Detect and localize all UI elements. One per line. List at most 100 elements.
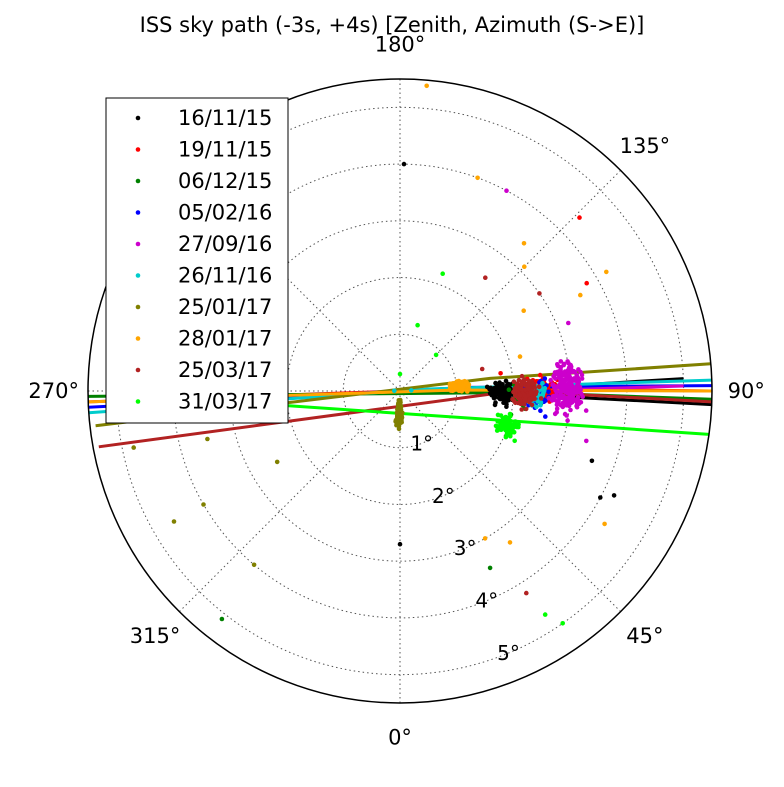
legend-marker — [135, 210, 141, 215]
data-point — [219, 616, 225, 622]
data-point — [484, 384, 490, 390]
angular-gridline — [399, 170, 621, 392]
legend-label: 25/01/17 — [178, 295, 272, 319]
data-point — [537, 372, 543, 378]
radial-tick-label: 5° — [497, 641, 520, 665]
chart-title: ISS sky path (-3s, +4s) [Zenith, Azimuth… — [140, 13, 645, 37]
data-point — [561, 361, 567, 367]
data-point — [519, 407, 524, 412]
data-point — [604, 269, 609, 275]
data-point — [503, 428, 508, 433]
data-point — [500, 417, 506, 423]
data-point — [274, 459, 280, 465]
data-point — [131, 445, 136, 450]
data-point — [516, 377, 522, 383]
data-point — [397, 371, 403, 377]
data-point — [524, 590, 529, 596]
data-point — [516, 400, 521, 406]
data-point — [537, 291, 542, 296]
data-point — [515, 384, 520, 390]
legend-marker — [135, 399, 141, 404]
data-point — [500, 422, 506, 428]
data-point — [566, 390, 571, 396]
radial-tick-label: 2° — [432, 484, 455, 508]
data-point — [551, 393, 557, 399]
data-point — [504, 188, 509, 193]
data-point — [483, 275, 488, 281]
data-point — [566, 385, 571, 391]
data-point — [551, 373, 557, 378]
data-point — [598, 495, 603, 500]
series-points-group — [504, 188, 589, 444]
data-point — [452, 384, 458, 389]
data-point — [401, 161, 407, 167]
data-point — [564, 413, 569, 418]
series-points-group — [397, 271, 565, 626]
radial-tick-label: 3° — [454, 536, 477, 560]
data-point — [510, 397, 515, 402]
angular-tick-label: 270° — [28, 379, 79, 403]
data-point — [507, 411, 513, 417]
data-point — [568, 366, 574, 372]
data-point — [205, 436, 210, 442]
data-point — [518, 392, 523, 398]
data-point — [527, 399, 532, 405]
data-point — [498, 371, 503, 376]
data-point — [565, 375, 570, 380]
data-point — [523, 406, 529, 412]
data-point — [513, 419, 518, 424]
angular-gridline — [179, 390, 401, 612]
data-point — [540, 380, 545, 386]
data-point — [542, 376, 548, 381]
data-point — [396, 414, 401, 419]
data-point — [542, 612, 548, 617]
legend-marker — [135, 304, 141, 310]
data-point — [521, 241, 527, 246]
legend-marker — [135, 115, 141, 121]
data-point — [546, 389, 551, 395]
data-point — [566, 320, 571, 326]
data-point — [424, 83, 430, 89]
data-point — [569, 387, 575, 392]
angular-tick-label: 315° — [130, 624, 181, 648]
legend-marker — [135, 273, 141, 278]
data-point — [521, 379, 527, 385]
legend-label: 26/11/16 — [178, 264, 272, 288]
data-point — [519, 373, 525, 379]
data-point — [507, 540, 513, 545]
data-point — [201, 502, 206, 507]
data-point — [552, 411, 558, 417]
data-point — [510, 423, 516, 429]
data-point — [496, 395, 502, 401]
polar-frame — [87, 78, 713, 704]
data-point — [397, 541, 403, 547]
data-point — [554, 402, 560, 408]
legend-label: 31/03/17 — [178, 390, 272, 414]
data-point — [505, 382, 510, 388]
data-point — [558, 369, 564, 375]
data-point — [503, 434, 509, 440]
data-point — [482, 536, 488, 541]
data-point — [558, 359, 564, 364]
data-point — [572, 376, 578, 381]
legend-label: 19/11/15 — [178, 138, 272, 162]
angular-tick-label: 0° — [388, 725, 412, 749]
legend-label: 05/02/16 — [178, 201, 272, 225]
data-point — [487, 565, 493, 571]
data-point — [573, 385, 579, 391]
angular-tick-label: 180° — [375, 33, 426, 57]
data-point — [251, 562, 257, 568]
data-point — [493, 391, 498, 396]
data-point — [574, 390, 580, 395]
data-point — [409, 388, 414, 393]
data-point — [574, 402, 580, 407]
data-point — [466, 383, 471, 389]
data-point — [456, 384, 461, 389]
data-point — [511, 389, 516, 395]
data-point — [554, 389, 559, 395]
legend-label: 25/03/17 — [178, 358, 272, 382]
data-point — [584, 438, 589, 444]
data-point — [577, 215, 582, 220]
